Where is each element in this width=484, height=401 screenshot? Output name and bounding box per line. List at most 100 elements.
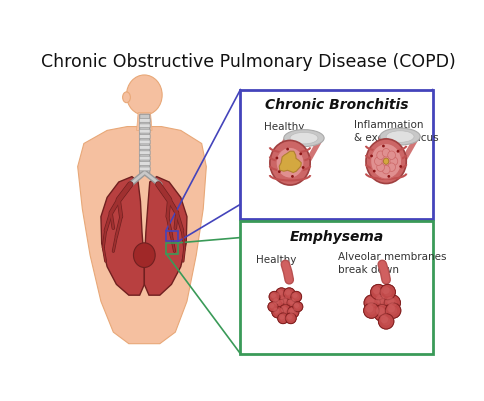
Circle shape	[272, 298, 279, 305]
Ellipse shape	[365, 140, 406, 184]
Circle shape	[287, 297, 299, 309]
FancyBboxPatch shape	[139, 146, 150, 150]
Circle shape	[278, 295, 292, 308]
Circle shape	[387, 176, 390, 178]
Circle shape	[284, 290, 290, 296]
Circle shape	[288, 298, 294, 305]
Circle shape	[278, 295, 291, 308]
FancyBboxPatch shape	[139, 152, 150, 155]
Ellipse shape	[385, 132, 413, 143]
Circle shape	[387, 305, 394, 313]
Ellipse shape	[374, 158, 381, 166]
Circle shape	[370, 285, 385, 300]
Ellipse shape	[370, 144, 401, 180]
Circle shape	[398, 166, 401, 168]
Circle shape	[287, 307, 298, 318]
Ellipse shape	[269, 141, 310, 186]
FancyBboxPatch shape	[139, 135, 150, 139]
Circle shape	[278, 304, 291, 317]
Circle shape	[267, 302, 278, 312]
Circle shape	[379, 285, 394, 300]
Circle shape	[269, 292, 279, 302]
Text: Chronic Bronchitis: Chronic Bronchitis	[264, 98, 408, 112]
Ellipse shape	[275, 148, 303, 179]
Circle shape	[273, 300, 280, 306]
Circle shape	[288, 308, 294, 314]
Circle shape	[293, 294, 299, 300]
Circle shape	[278, 314, 284, 320]
Circle shape	[363, 303, 378, 318]
Circle shape	[285, 313, 296, 324]
Circle shape	[289, 309, 296, 316]
Circle shape	[379, 316, 387, 324]
Ellipse shape	[383, 159, 388, 165]
Circle shape	[373, 288, 382, 297]
Circle shape	[290, 291, 302, 303]
Circle shape	[280, 306, 287, 312]
Ellipse shape	[376, 152, 384, 160]
Ellipse shape	[387, 152, 394, 160]
Circle shape	[381, 145, 384, 148]
Circle shape	[292, 302, 302, 312]
Circle shape	[372, 170, 375, 173]
Circle shape	[291, 293, 297, 298]
Circle shape	[363, 295, 380, 312]
Circle shape	[277, 313, 288, 324]
Circle shape	[383, 295, 400, 312]
Circle shape	[367, 299, 376, 308]
Circle shape	[274, 309, 280, 316]
Ellipse shape	[379, 129, 419, 146]
Circle shape	[381, 317, 390, 326]
Circle shape	[283, 288, 294, 300]
Circle shape	[383, 295, 400, 311]
Polygon shape	[303, 139, 323, 163]
Circle shape	[275, 288, 287, 300]
Circle shape	[279, 316, 286, 322]
Circle shape	[366, 307, 375, 315]
Circle shape	[286, 314, 291, 320]
Text: Inflammation
& excess mucus: Inflammation & excess mucus	[353, 119, 438, 143]
FancyBboxPatch shape	[139, 130, 150, 134]
Circle shape	[377, 314, 393, 330]
Circle shape	[375, 295, 384, 304]
Text: Healthy: Healthy	[263, 122, 303, 132]
Circle shape	[373, 293, 391, 310]
Circle shape	[281, 298, 288, 305]
Circle shape	[369, 284, 386, 300]
Polygon shape	[279, 152, 301, 173]
Circle shape	[290, 292, 301, 302]
Text: Healthy: Healthy	[256, 254, 296, 264]
Circle shape	[278, 291, 284, 297]
Circle shape	[275, 288, 287, 300]
Polygon shape	[399, 137, 419, 162]
Circle shape	[292, 302, 302, 312]
Circle shape	[377, 297, 386, 306]
Circle shape	[280, 297, 287, 303]
Circle shape	[276, 290, 282, 296]
Circle shape	[281, 308, 288, 314]
Circle shape	[377, 308, 386, 318]
Circle shape	[286, 148, 288, 151]
Circle shape	[277, 171, 280, 174]
Ellipse shape	[381, 166, 389, 174]
Circle shape	[387, 299, 396, 308]
Circle shape	[373, 305, 390, 322]
Circle shape	[375, 307, 384, 315]
FancyBboxPatch shape	[240, 222, 432, 354]
Circle shape	[275, 157, 278, 160]
Polygon shape	[269, 139, 289, 163]
Circle shape	[378, 314, 393, 329]
Circle shape	[363, 295, 379, 311]
Circle shape	[285, 313, 296, 324]
Circle shape	[287, 316, 293, 322]
Circle shape	[290, 176, 293, 178]
Circle shape	[373, 304, 391, 322]
Polygon shape	[144, 177, 186, 296]
Circle shape	[277, 313, 288, 324]
Text: Alveolar membranes
break down: Alveolar membranes break down	[337, 252, 446, 275]
Circle shape	[372, 287, 379, 294]
Circle shape	[383, 288, 391, 297]
Circle shape	[289, 300, 296, 306]
Circle shape	[385, 297, 393, 305]
Ellipse shape	[133, 243, 155, 268]
